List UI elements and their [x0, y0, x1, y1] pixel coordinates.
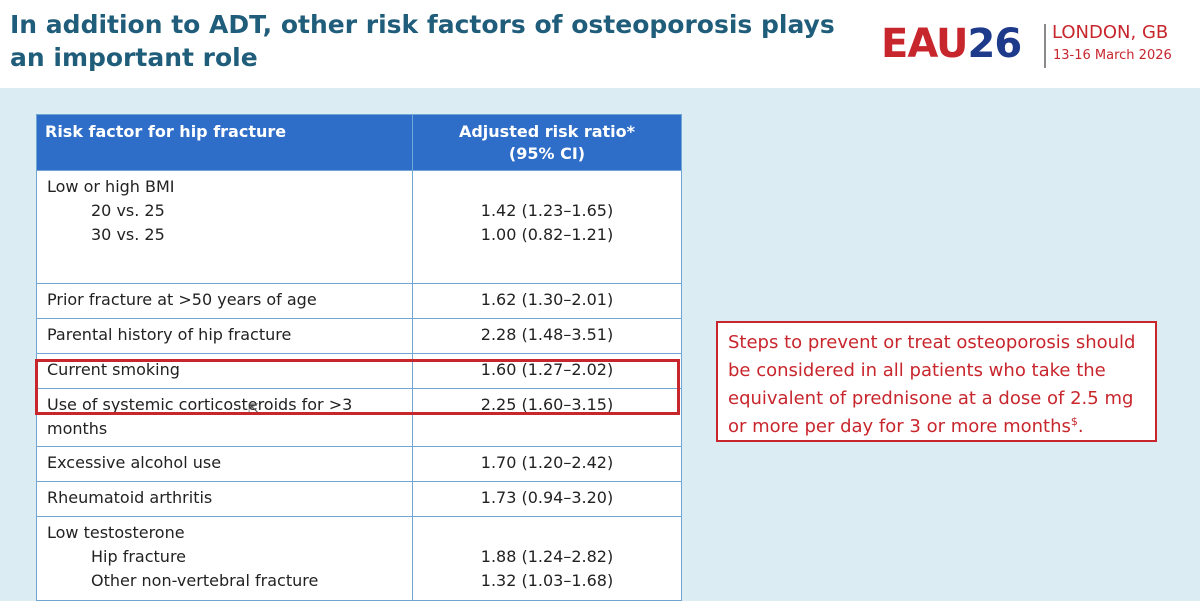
risk-ratio-value: 1.62 (1.30–2.01) — [412, 283, 682, 319]
risk-ratio-value: 1.42 (1.23–1.65) — [480, 201, 614, 220]
corticosteroid-callout: Steps to prevent or treat osteoporosis s… — [716, 321, 1157, 442]
logo-wordmark: EAU26 — [881, 16, 1023, 72]
table-row: Excessive alcohol use 1.70 (1.20–2.42) — [36, 446, 682, 482]
callout-text: Steps to prevent or treat osteoporosis s… — [728, 332, 1136, 437]
risk-factor-label: Parental history of hip fracture — [36, 318, 413, 354]
logo-eau-text: EAU — [881, 21, 969, 67]
callout-footnote-mark: $ — [1070, 415, 1078, 428]
risk-factor-sub-label: 30 vs. 25 — [91, 225, 165, 244]
risk-factor-sub-label: 20 vs. 25 — [91, 201, 165, 220]
risk-factor-label: Low testosterone — [47, 523, 185, 542]
table-row: Parental history of hip fracture 2.28 (1… — [36, 318, 682, 354]
risk-ratio-value: 1.88 (1.24–2.82) — [480, 547, 614, 566]
logo-date: 13-16 March 2026 — [1053, 48, 1172, 63]
risk-factor-sub-label: Other non-vertebral fracture — [91, 571, 319, 590]
eau26-logo: EAU26 LONDON, GB 13-16 March 2026 — [877, 12, 1187, 78]
column-header-risk-factor: Risk factor for hip fracture — [36, 114, 413, 171]
risk-factor-sub-label: Hip fracture — [91, 547, 187, 566]
risk-ratio-value: 2.25 (1.60–3.15) — [412, 388, 682, 447]
risk-factor-label: Use of systemic corticosteroids for >3 m… — [36, 388, 413, 447]
risk-ratio-value: 1.32 (1.03–1.68) — [480, 571, 614, 590]
risk-factor-table: Risk factor for hip fracture Adjusted ri… — [36, 114, 682, 601]
logo-divider — [1044, 24, 1046, 68]
mouse-cursor-icon: ⇱ — [248, 401, 259, 416]
column-header-risk-ratio: Adjusted risk ratio* (95% CI) — [412, 114, 682, 171]
risk-factor-label: Low or high BMI — [47, 177, 175, 196]
risk-factor-label: Current smoking — [36, 353, 413, 389]
table-row: Rheumatoid arthritis 1.73 (0.94–3.20) — [36, 481, 682, 517]
risk-factor-cell: Low testosterone Hip fracture Other non-… — [36, 516, 413, 601]
risk-ratio-spacer — [413, 175, 681, 199]
logo-year-text: 26 — [967, 21, 1023, 67]
column-header-risk-ratio-line2: (95% CI) — [508, 144, 586, 163]
table-row: Low or high BMI 20 vs. 25 30 vs. 25 1.42… — [36, 170, 682, 284]
table-row-highlighted: Use of systemic corticosteroids for >3 m… — [36, 388, 682, 447]
table-header-row: Risk factor for hip fracture Adjusted ri… — [36, 114, 682, 171]
risk-ratio-value: 1.70 (1.20–2.42) — [412, 446, 682, 482]
risk-factor-cell: Low or high BMI 20 vs. 25 30 vs. 25 — [36, 170, 413, 284]
risk-ratio-spacer — [413, 521, 681, 545]
risk-ratio-value: 1.00 (0.82–1.21) — [480, 225, 614, 244]
risk-factor-label: Rheumatoid arthritis — [36, 481, 413, 517]
risk-ratio-cell: 1.42 (1.23–1.65) 1.00 (0.82–1.21) — [412, 170, 682, 284]
callout-tail: . — [1077, 416, 1084, 437]
column-header-risk-ratio-line1: Adjusted risk ratio* — [458, 122, 636, 141]
risk-ratio-value: 1.60 (1.27–2.02) — [412, 353, 682, 389]
risk-ratio-value: 1.73 (0.94–3.20) — [412, 481, 682, 517]
risk-factor-label: Excessive alcohol use — [36, 446, 413, 482]
risk-ratio-cell: 1.88 (1.24–2.82) 1.32 (1.03–1.68) — [412, 516, 682, 601]
logo-city: LONDON, GB — [1052, 22, 1169, 43]
risk-factor-label: Prior fracture at >50 years of age — [36, 283, 413, 319]
slide-title: In addition to ADT, other risk factors o… — [10, 10, 835, 72]
table-row: Low testosterone Hip fracture Other non-… — [36, 516, 682, 601]
risk-ratio-value: 2.28 (1.48–3.51) — [412, 318, 682, 354]
table-row: Current smoking 1.60 (1.27–2.02) — [36, 353, 682, 389]
slide-header: In addition to ADT, other risk factors o… — [0, 0, 1200, 88]
table-row: Prior fracture at >50 years of age 1.62 … — [36, 283, 682, 319]
